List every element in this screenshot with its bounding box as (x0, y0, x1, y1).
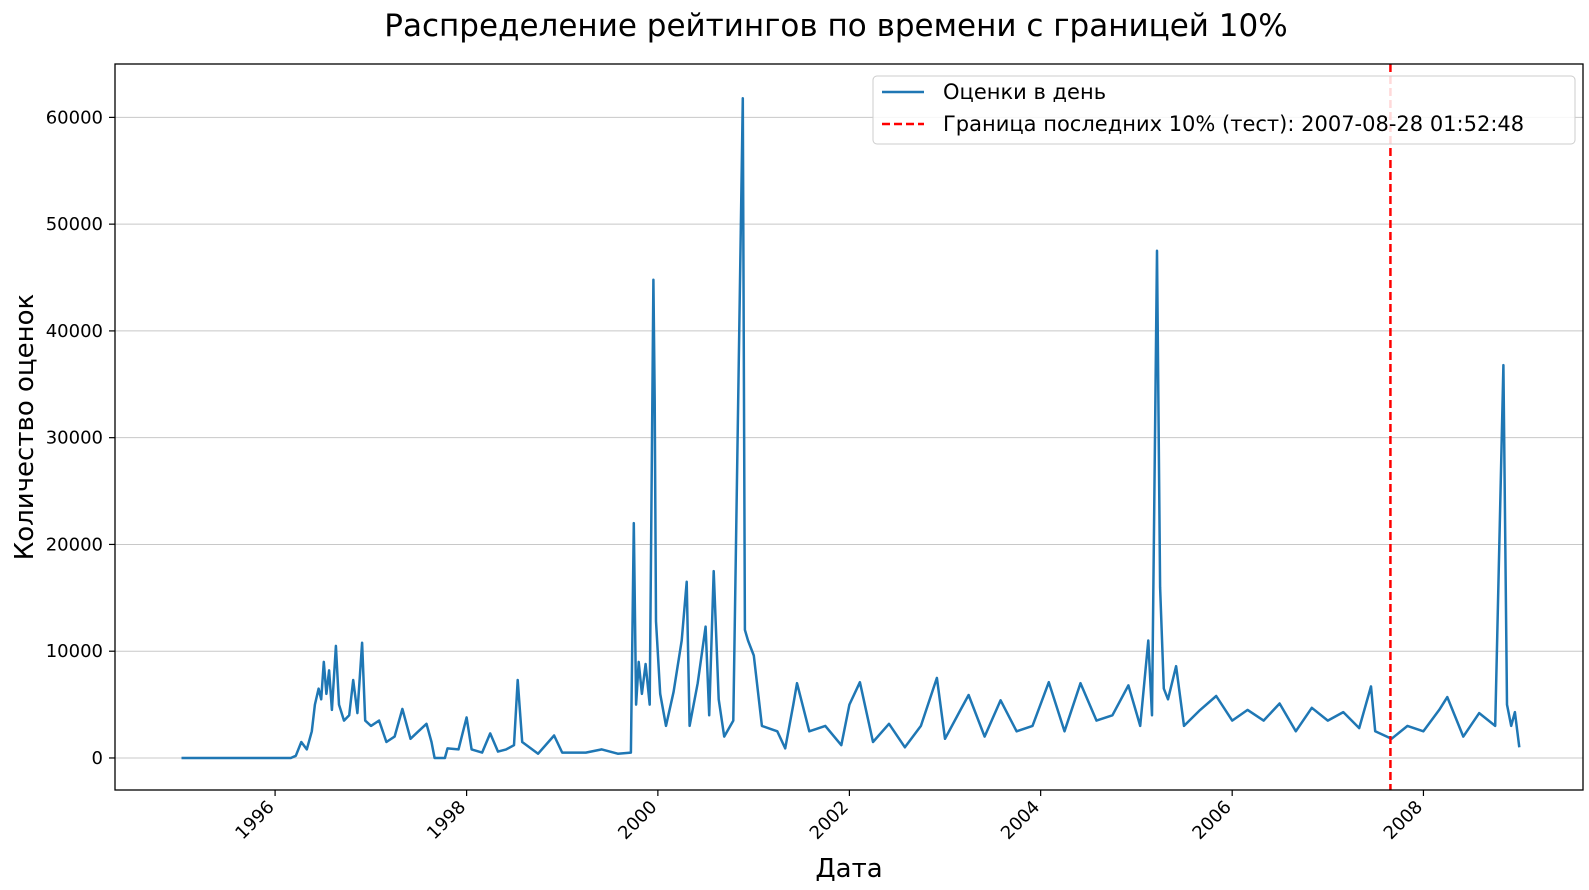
x-axis-title: Дата (815, 854, 882, 884)
y-tick-label: 0 (92, 748, 103, 769)
y-tick-label: 60000 (46, 107, 103, 128)
legend-label-boundary: Граница последних 10% (тест): 2007-08-28… (943, 112, 1524, 136)
legend-box (872, 75, 1576, 145)
y-tick-label: 10000 (46, 641, 103, 662)
y-tick-label: 40000 (46, 321, 103, 342)
plot-area (181, 64, 1521, 790)
legend: Оценки в день Граница последних 10% (тес… (872, 75, 1576, 145)
y-tick-label: 30000 (46, 428, 103, 449)
y-tick-label: 50000 (46, 214, 103, 235)
y-axis-title: Количество оценок (10, 294, 40, 560)
chart-title: Распределение рейтингов по времени с гра… (384, 8, 1287, 44)
series-line-ratings-per-day (181, 96, 1521, 760)
y-axis: 0 10000 20000 30000 40000 50000 60000 (46, 107, 115, 769)
legend-label-series: Оценки в день (943, 80, 1106, 104)
y-tick-label: 20000 (46, 534, 103, 555)
